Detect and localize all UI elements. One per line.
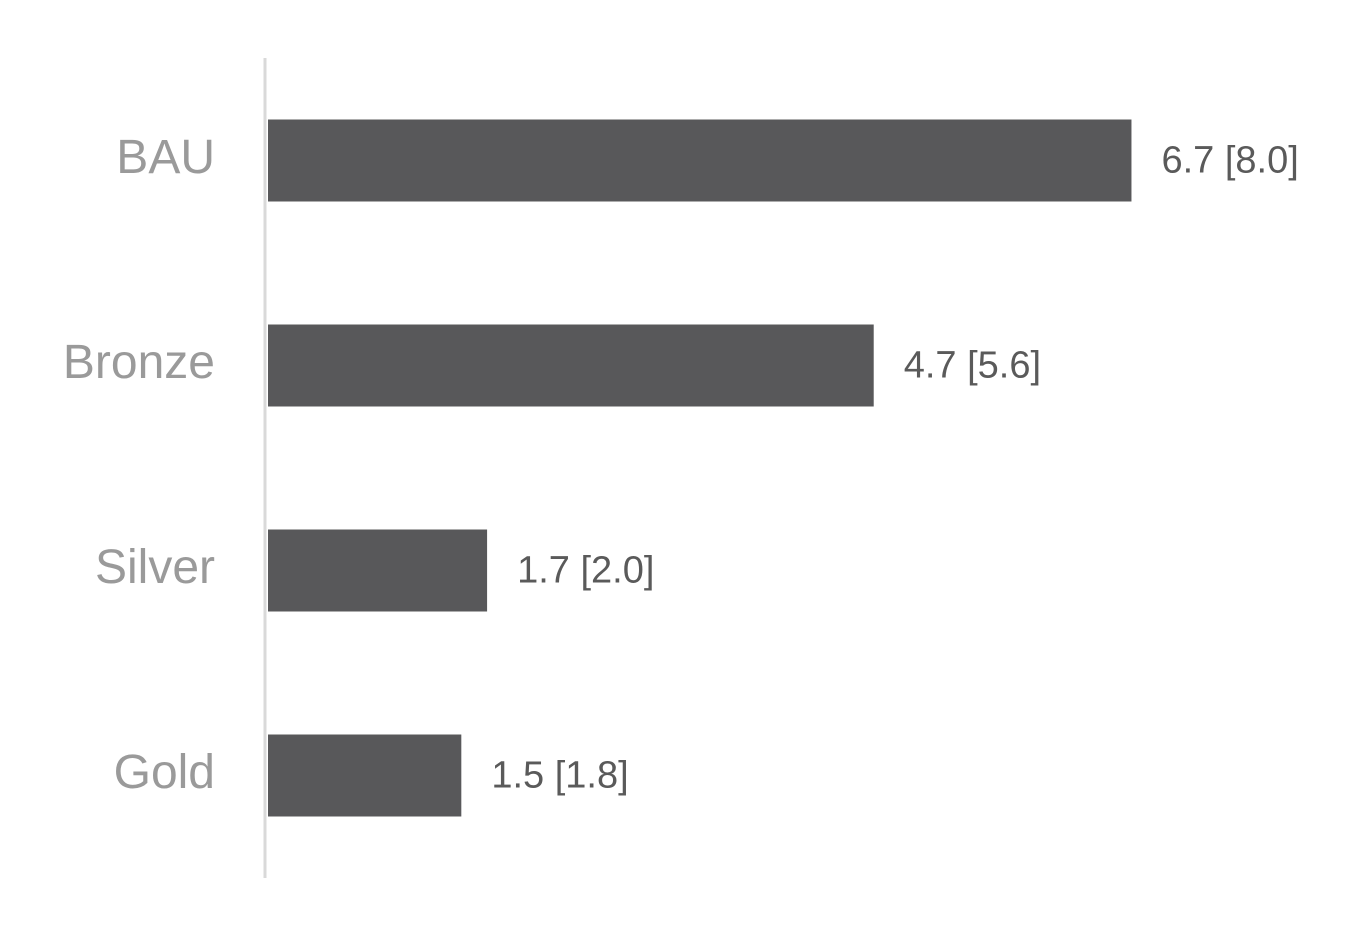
category-label: Bronze (63, 336, 215, 389)
bar (268, 324, 874, 407)
value-label: 4.7 [5.6] (904, 345, 1041, 387)
category-label: Silver (95, 541, 215, 594)
value-label: 1.7 [2.0] (517, 550, 654, 592)
category-label: Gold (114, 746, 215, 799)
category-label: BAU (116, 131, 215, 184)
bar (268, 529, 488, 612)
value-label: 1.5 [1.8] (491, 755, 628, 797)
bar (268, 119, 1132, 202)
value-label: 6.7 [8.0] (1161, 140, 1298, 182)
bar (268, 734, 462, 817)
